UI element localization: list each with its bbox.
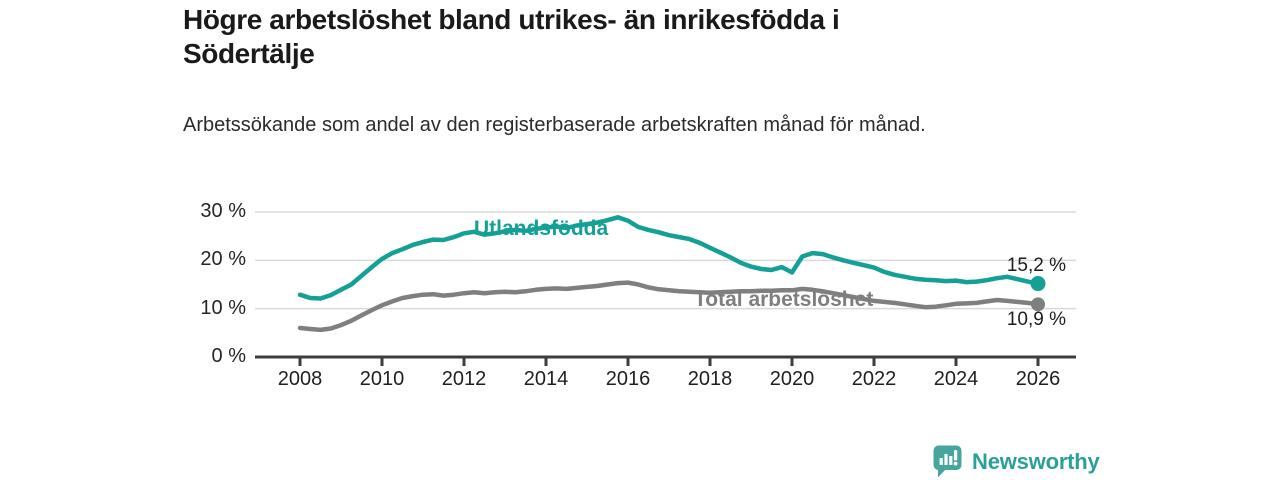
x-tick-label: 2016	[605, 368, 651, 390]
series-line-1	[297, 280, 1041, 333]
series-end-dot-0	[1030, 276, 1046, 292]
x-tick-label: 2024	[933, 368, 979, 390]
x-tick-label: 2026	[1015, 368, 1061, 390]
y-tick-label: 0 %	[211, 345, 246, 367]
x-tick-label: 2012	[441, 368, 487, 390]
x-tick-label: 2020	[769, 368, 815, 390]
y-tick-label: 20 %	[200, 248, 246, 271]
bar-chart-speech-bubble-icon	[933, 445, 962, 478]
newsworthy-logo: Newsworthy	[932, 444, 1100, 479]
x-tick-label: 2022	[851, 368, 897, 390]
newsworthy-logo-text: Newsworthy	[972, 448, 1100, 474]
series-label-utlandsfodda: Utlandsfödda	[474, 217, 609, 240]
series-end-dot-1	[1031, 297, 1045, 312]
x-tick-label: 2008	[277, 368, 323, 390]
chart-subtitle: Arbetssökande som andel av den registerb…	[183, 114, 926, 136]
x-tick-label: 2014	[523, 368, 569, 390]
end-value-label-total: 10,9 %	[1006, 309, 1066, 330]
series-label-total-arbetsloshet: Total arbetslöshet	[694, 288, 874, 311]
end-value-label-utlandsfodda: 15,2 %	[1006, 255, 1066, 276]
series-line-0	[297, 215, 1041, 301]
chart-title: Högre arbetslöshet bland utrikes- än inr…	[183, 4, 840, 69]
y-tick-label: 10 %	[200, 296, 246, 319]
y-tick-label: 30 %	[200, 200, 246, 222]
x-tick-label: 2010	[359, 368, 405, 390]
x-tick-label: 2018	[687, 368, 733, 390]
